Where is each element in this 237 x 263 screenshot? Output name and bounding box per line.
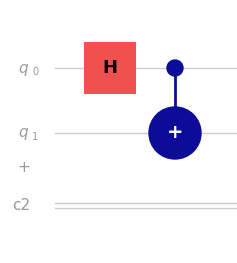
Circle shape	[167, 60, 183, 76]
Text: +: +	[167, 124, 183, 143]
Text: q: q	[18, 60, 28, 75]
Text: +: +	[17, 160, 30, 175]
Text: H: H	[102, 59, 118, 77]
Text: 1: 1	[32, 132, 38, 142]
Text: q: q	[18, 125, 28, 140]
Text: 0: 0	[32, 67, 38, 77]
FancyBboxPatch shape	[84, 42, 136, 94]
Text: c2: c2	[12, 198, 30, 213]
Circle shape	[149, 107, 201, 159]
